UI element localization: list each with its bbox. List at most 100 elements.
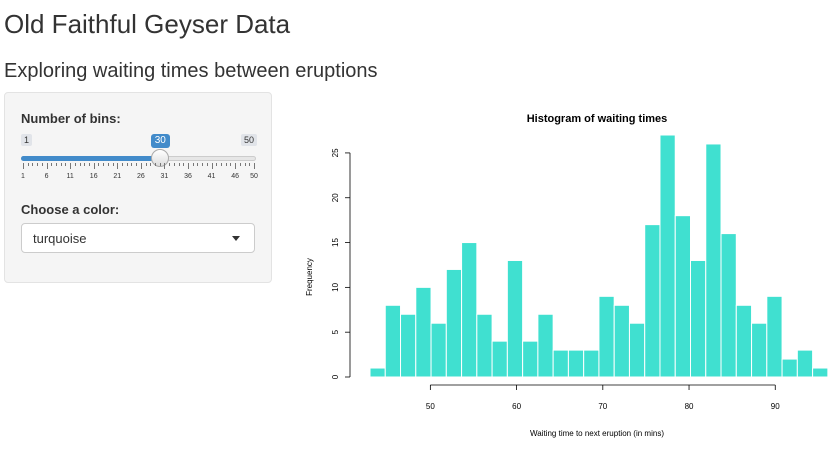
slider-tick-label: 6 — [44, 173, 49, 180]
slider-minor-tick — [27, 163, 29, 166]
axes-group: 50 60 70 80 90 0 5 10 15 20 25 — [331, 148, 780, 411]
slider-min-label: 1 — [21, 134, 33, 146]
histogram-bar — [720, 233, 737, 378]
slider-tick-label: 36 — [184, 173, 192, 180]
slider-minor-tick — [136, 163, 138, 166]
slider-major-tick — [164, 163, 166, 169]
histogram-bar — [796, 349, 814, 378]
slider-tick-label: 16 — [89, 173, 98, 180]
histogram-chart: Histogram of waiting times 50 60 70 80 90 0 5 1… — [305, 113, 829, 438]
histogram-bar — [400, 313, 417, 378]
histogram-bar — [583, 349, 600, 378]
histogram-bar — [766, 295, 783, 378]
histogram-bar — [384, 304, 402, 378]
slider-minor-tick — [183, 163, 185, 166]
slider-minor-tick — [150, 163, 152, 166]
slider-major-tick — [46, 163, 48, 169]
slider-minor-tick — [74, 163, 76, 166]
slider-minor-tick — [60, 163, 62, 166]
slider-minor-tick — [107, 163, 109, 166]
y-tick-label: 25 — [331, 148, 340, 157]
x-tick-label: 90 — [771, 402, 780, 411]
slider-minor-tick — [239, 163, 241, 166]
histogram-bar — [415, 286, 432, 378]
histogram-bar — [613, 304, 630, 378]
y-tick-label: 20 — [331, 193, 340, 202]
sidebar-panel: Number of bins: 1 50 30 1 6 11 16 21 26 31 36 41… — [4, 92, 272, 283]
slider-minor-tick — [126, 163, 128, 166]
y-tick-label: 15 — [331, 238, 340, 247]
color-select-value: turquoise — [33, 231, 87, 246]
slider-major-tick — [235, 163, 237, 169]
histogram-bar — [491, 340, 508, 378]
y-tick-label: 5 — [331, 329, 340, 334]
slider-minor-tick — [202, 163, 204, 166]
slider-minor-tick — [216, 163, 218, 166]
slider-minor-tick — [103, 163, 105, 166]
slider-minor-tick — [84, 163, 86, 166]
slider-minor-tick — [131, 163, 133, 166]
histogram-bar — [644, 224, 661, 378]
color-select[interactable]: turquoise — [21, 223, 255, 253]
histogram-bar — [598, 295, 615, 378]
slider-minor-tick — [206, 163, 208, 166]
slider-tick-label: 1 — [21, 173, 25, 180]
histogram-bar — [812, 367, 829, 378]
slider-minor-tick — [244, 163, 246, 166]
slider-minor-tick — [225, 163, 227, 166]
histogram-bar — [369, 367, 386, 378]
histogram-bar — [690, 259, 707, 378]
slider-tick-label: 26 — [136, 173, 145, 180]
x-tick-label: 70 — [598, 402, 607, 411]
page-subtitle: Exploring waiting times between eruption… — [4, 60, 378, 82]
histogram-bar — [735, 304, 753, 378]
histogram-bar — [628, 322, 646, 378]
histogram-bar — [476, 313, 493, 378]
slider-minor-tick — [122, 163, 123, 166]
slider-major-tick — [211, 163, 213, 169]
histogram-bar — [430, 322, 447, 378]
slider-minor-tick — [197, 163, 199, 166]
slider-major-tick — [117, 163, 119, 169]
x-tick-label: 50 — [426, 402, 435, 411]
slider-minor-tick — [51, 163, 53, 166]
slider-minor-tick — [173, 163, 175, 166]
histogram-bar — [659, 134, 676, 378]
slider-fill — [21, 156, 160, 161]
slider-major-tick — [93, 163, 95, 169]
x-tick-label: 80 — [685, 402, 694, 411]
histogram-bar — [781, 358, 798, 378]
chevron-down-icon — [232, 236, 240, 241]
slider-minor-tick — [145, 163, 147, 166]
x-tick-label: 60 — [512, 402, 521, 411]
slider-handle[interactable] — [150, 149, 169, 167]
slider-tick-label: 31 — [160, 173, 169, 180]
slider-minor-tick — [79, 163, 81, 166]
slider-minor-tick — [37, 163, 39, 166]
bars-group — [369, 134, 829, 378]
slider-minor-tick — [98, 163, 100, 166]
slider-major-tick — [188, 163, 189, 169]
slider-major-tick — [70, 163, 72, 169]
slider-minor-tick — [230, 163, 232, 166]
slider-minor-tick — [221, 163, 222, 166]
slider-minor-tick — [249, 163, 251, 166]
slider-minor-tick — [159, 163, 161, 166]
bins-label: Number of bins: — [21, 111, 121, 126]
y-tick-label: 0 — [331, 374, 340, 379]
y-axis-label: Frequency — [305, 258, 314, 296]
histogram-bar — [674, 215, 692, 378]
slider-major-tick — [140, 163, 142, 169]
chart-title: Histogram of waiting times — [527, 113, 668, 125]
slider-tick-label: 11 — [66, 173, 74, 180]
slider-minor-tick — [178, 163, 180, 166]
slider-value-label: 30 — [150, 134, 170, 148]
slider-minor-tick — [155, 163, 156, 166]
color-label: Choose a color: — [21, 202, 120, 217]
slider-major-tick — [23, 163, 24, 169]
slider-tick-label: 50 — [250, 173, 258, 180]
histogram-bar — [567, 349, 585, 378]
slider-minor-tick — [56, 163, 57, 166]
slider-minor-tick — [192, 163, 194, 166]
slider-minor-tick — [112, 163, 114, 166]
